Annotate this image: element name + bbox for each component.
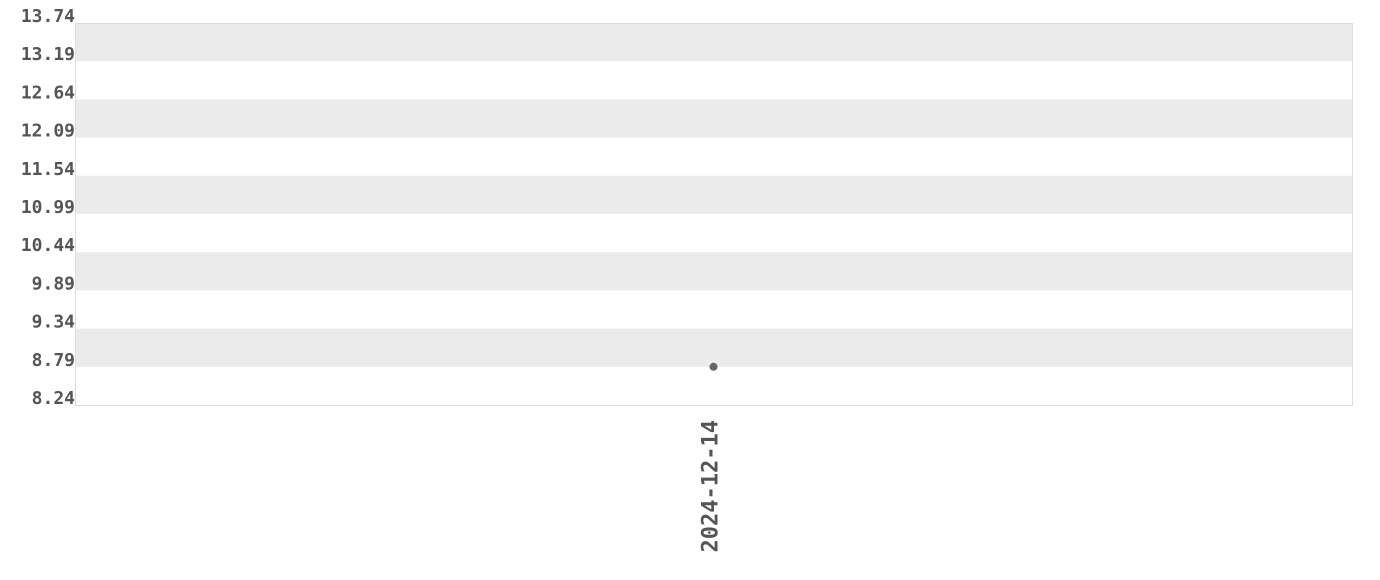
y-tick-label: 9.89 [32,273,75,294]
y-tick-label: 8.24 [32,388,76,409]
data-points [709,362,718,371]
y-tick-label: 13.19 [21,44,75,65]
grid-band [75,99,1352,138]
data-point [709,362,718,371]
grid-band [75,328,1352,367]
y-tick-label: 12.09 [21,121,75,142]
y-axis: 13.74 13.19 12.64 12.09 11.54 10.99 10.44 9.89 9… [21,6,75,409]
y-tick-label: 11.54 [21,159,75,180]
y-tick-label: 10.99 [21,197,75,218]
y-tick-label: 13.74 [21,6,75,27]
grid-bands [75,23,1352,367]
y-tick-label: 12.64 [21,82,75,103]
grid-band [75,175,1352,214]
grid-band [75,23,1352,62]
plot-border [75,23,1353,406]
x-axis: 2024-12-14 [699,420,724,552]
y-tick-label: 9.34 [32,312,76,333]
y-tick-label: 10.44 [21,235,75,256]
y-tick-label: 8.79 [32,350,75,371]
grid-band [75,252,1352,291]
x-tick-label: 2024-12-14 [699,420,724,552]
